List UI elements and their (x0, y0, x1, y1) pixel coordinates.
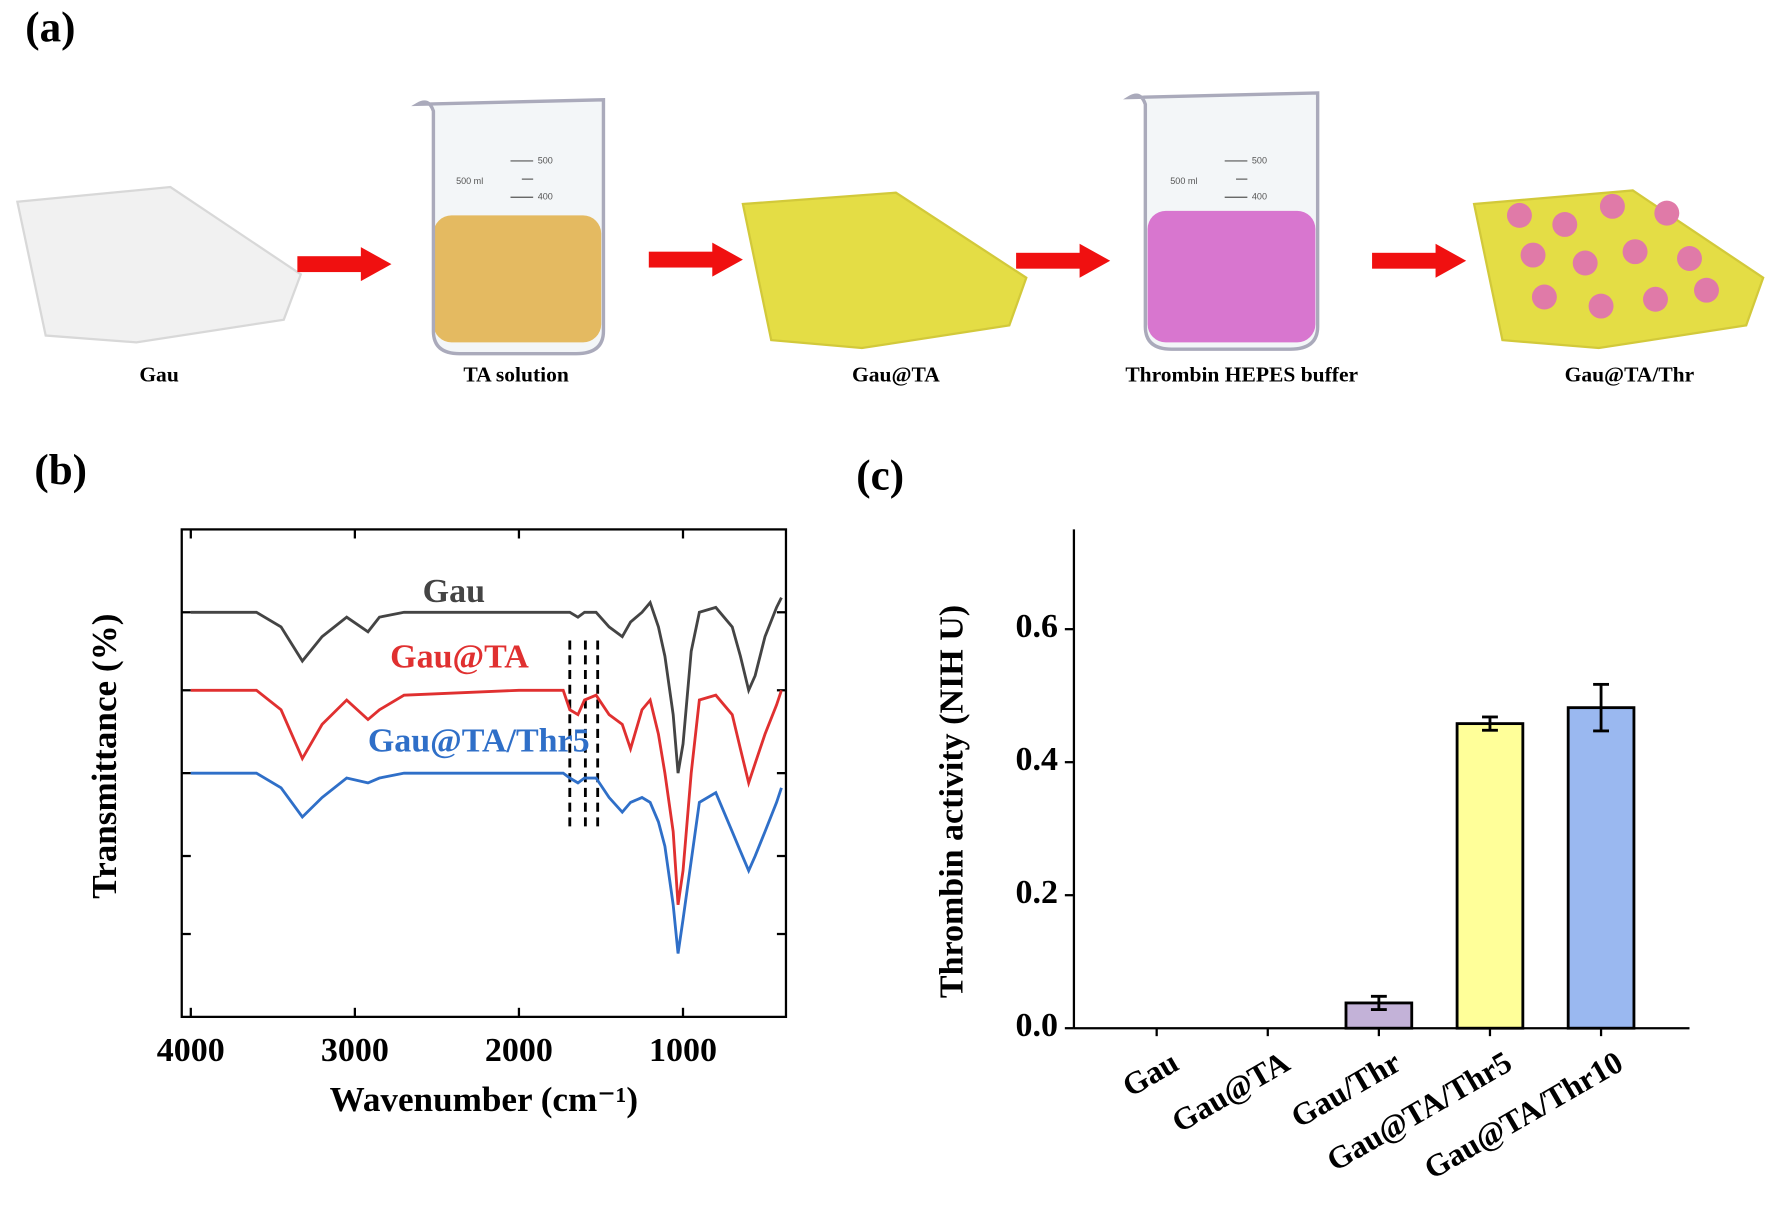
arrows (297, 242, 1467, 282)
bar (1566, 706, 1636, 1030)
beaker-2 (1123, 91, 1320, 351)
step-label: Gau (139, 362, 178, 386)
x-tick-label: Gau@TA/Thr10 (1418, 1044, 1629, 1186)
y-tick-label: 0.0 (1016, 1007, 1059, 1044)
schematic-art (15, 91, 1765, 356)
x-tick-label: 1000 (649, 1032, 717, 1069)
spectrum-line (190, 597, 783, 774)
gauze-white (15, 185, 303, 344)
y-tick-label: 0.4 (1016, 741, 1059, 778)
step-label: Gau@TA/Thr (1565, 362, 1695, 386)
series-label: Gau@TA/Thr5 (368, 722, 590, 759)
y-tick-label: 0.2 (1016, 874, 1059, 911)
thrombin-dots (1506, 193, 1719, 319)
beaker-mark: 500 (1252, 155, 1267, 165)
panel-label: (c) (856, 452, 904, 499)
x-tick-label: Gau (1116, 1044, 1184, 1103)
spectrum-line (190, 688, 783, 905)
gauze-yellow (741, 191, 1028, 350)
x-tick-label: Gau@TA (1166, 1044, 1296, 1139)
step-label: Thrombin HEPES buffer (1125, 362, 1358, 386)
x-axis-label: Wavenumber (cm⁻¹) (330, 1080, 638, 1119)
y-tick-label: 0.6 (1016, 608, 1059, 645)
beaker-1 (411, 98, 606, 356)
y-axis-label: Thrombin activity (NIH U) (934, 605, 971, 998)
beaker-mark: 400 (538, 192, 553, 202)
y-axis-label: Transmittance (%) (85, 614, 124, 899)
x-tick-label: 2000 (485, 1032, 553, 1069)
x-tick-label: 3000 (321, 1032, 389, 1069)
panel-label: (b) (34, 447, 87, 494)
x-tick-label: 4000 (157, 1032, 225, 1069)
bar (1455, 722, 1525, 1030)
step-label: Gau@TA (852, 362, 940, 386)
beaker-volume: 500 ml (456, 176, 483, 186)
step-label: TA solution (463, 362, 568, 386)
beaker-mark: 500 (538, 155, 553, 165)
series-label: Gau (423, 573, 485, 610)
spectrum-line (190, 771, 783, 954)
beaker-volume: 500 ml (1170, 176, 1197, 186)
panel-label: (a) (25, 5, 75, 52)
series-label: Gau@TA (390, 639, 529, 676)
beaker-mark: 400 (1252, 192, 1267, 202)
